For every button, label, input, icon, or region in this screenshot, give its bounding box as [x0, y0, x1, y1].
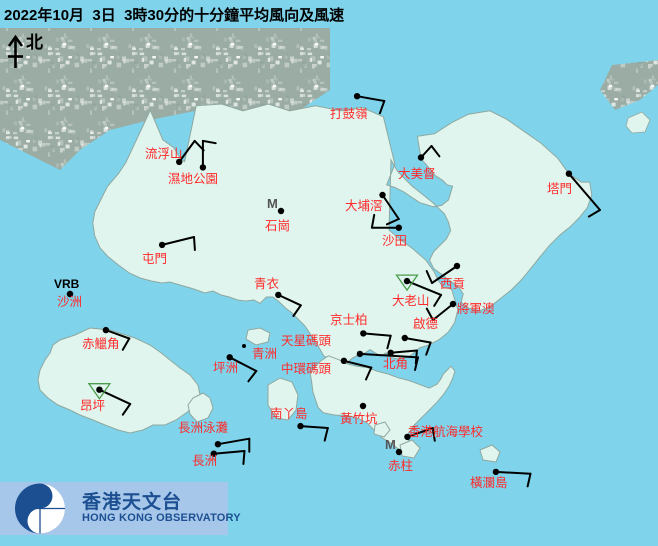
svg-text:黃竹坑: 黃竹坑 [340, 411, 378, 426]
svg-text:屯門: 屯門 [142, 252, 167, 266]
svg-text:天星碼頭: 天星碼頭 [281, 334, 332, 348]
svg-text:青衣: 青衣 [254, 276, 280, 291]
svg-text:M: M [385, 437, 396, 452]
svg-text:赤鱲角: 赤鱲角 [82, 337, 120, 351]
svg-text:南丫島: 南丫島 [270, 406, 308, 421]
svg-text:長洲: 長洲 [192, 454, 217, 468]
svg-text:石崗: 石崗 [265, 219, 290, 233]
svg-text:啟德: 啟德 [413, 316, 439, 331]
svg-text:打鼓嶺: 打鼓嶺 [330, 107, 368, 121]
svg-text:坪洲: 坪洲 [213, 361, 238, 375]
svg-text:VRB: VRB [54, 277, 80, 291]
svg-text:京士柏: 京士柏 [330, 312, 368, 327]
svg-text:昂坪: 昂坪 [80, 399, 105, 413]
svg-text:濕地公園: 濕地公園 [168, 172, 218, 186]
svg-text:西貢: 西貢 [440, 277, 465, 291]
svg-text:流浮山: 流浮山 [145, 147, 183, 161]
svg-text:赤柱: 赤柱 [388, 458, 413, 473]
svg-text:橫瀾島: 橫瀾島 [470, 475, 508, 490]
svg-text:塔門: 塔門 [547, 182, 572, 196]
svg-text:沙田: 沙田 [382, 234, 407, 248]
svg-text:將軍澳: 將軍澳 [457, 301, 495, 316]
svg-text:大老山: 大老山 [392, 294, 430, 308]
svg-text:青洲: 青洲 [252, 347, 277, 361]
svg-text:大埔滘: 大埔滘 [345, 199, 383, 213]
svg-text:長洲泳灘: 長洲泳灘 [178, 421, 229, 435]
svg-text:北: 北 [26, 33, 43, 52]
svg-text:大美督: 大美督 [398, 166, 436, 181]
svg-text:北角: 北角 [383, 357, 408, 371]
svg-text:香港航海學校: 香港航海學校 [408, 424, 484, 439]
svg-text:M: M [267, 196, 278, 211]
svg-text:沙洲: 沙洲 [57, 295, 82, 309]
svg-text:中環碼頭: 中環碼頭 [281, 361, 332, 376]
